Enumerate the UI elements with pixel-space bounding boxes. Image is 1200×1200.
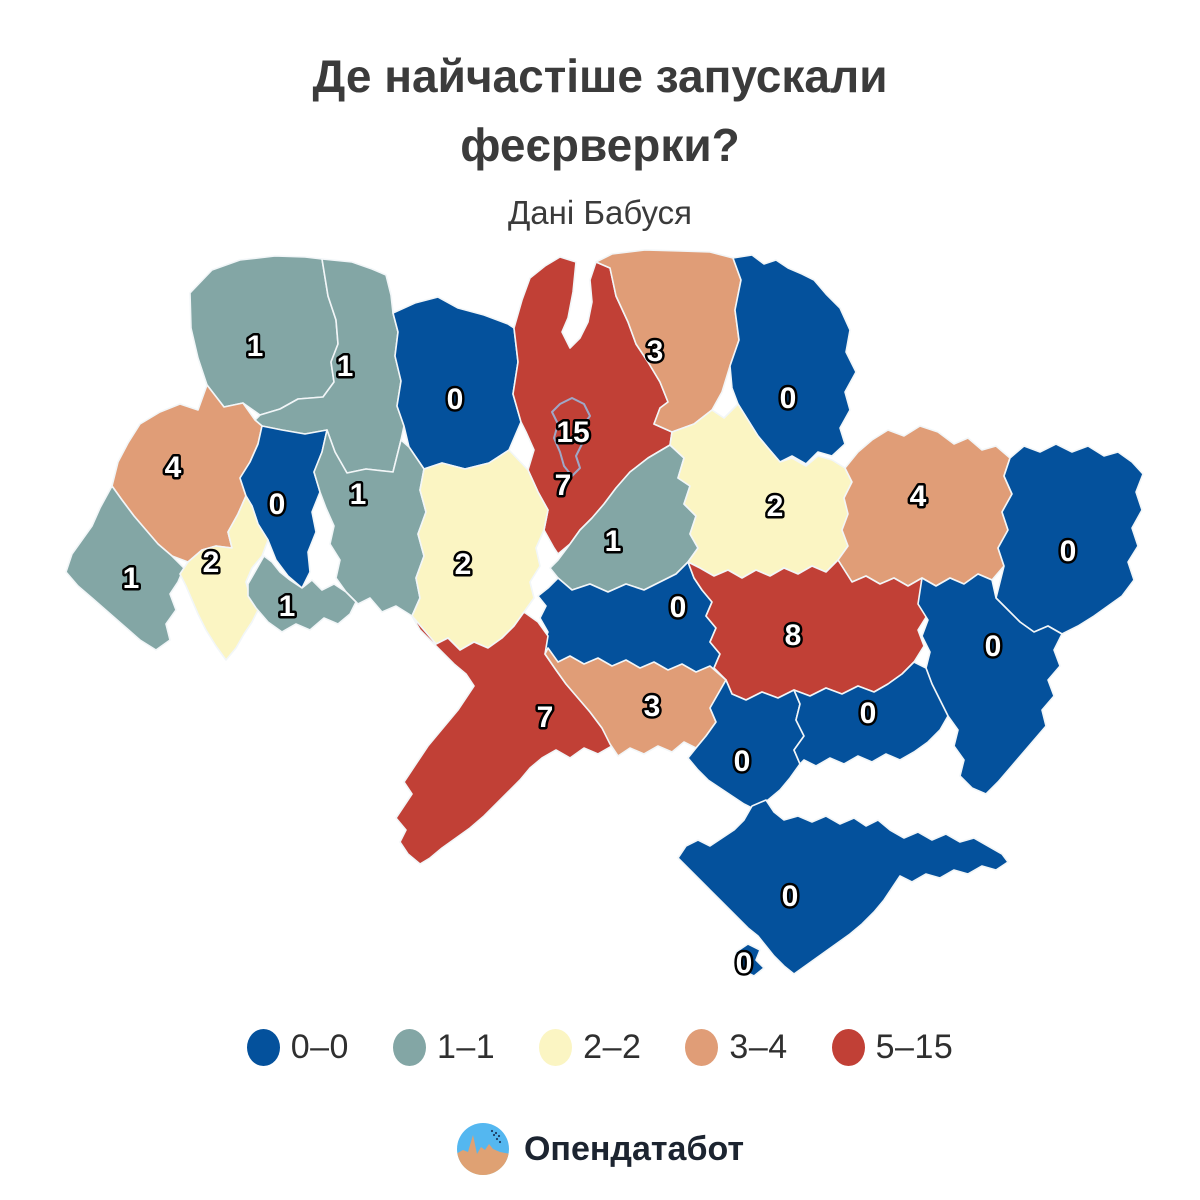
- region-value-label-kyiv-oblast: 7: [555, 469, 572, 502]
- region-value-label-chernivtsi: 1: [279, 590, 296, 623]
- region-crimea: [677, 799, 1009, 975]
- region-value-label-luhansk: 0: [1060, 535, 1077, 568]
- region-value-label-lviv: 4: [165, 451, 182, 484]
- region-kharkiv: [837, 425, 1013, 587]
- legend-swatch-1-1: [392, 1029, 426, 1066]
- region-value-label-donetsk: 0: [985, 630, 1002, 663]
- region-value-label-kharkiv: 4: [910, 480, 927, 513]
- legend-label-1-1: 1–1: [436, 1028, 496, 1066]
- legend-swatch-3-4: [685, 1029, 719, 1066]
- region-kherson: [687, 679, 805, 811]
- region-zaporizhzhia: [793, 661, 949, 767]
- region-value-label-dnipropetrovsk: 8: [785, 619, 802, 652]
- region-value-label-crimea: 0: [782, 880, 799, 913]
- opendatabot-logo-icon: [456, 1123, 509, 1175]
- region-value-label-rivne: 1: [337, 350, 354, 383]
- region-zakarpattia: [65, 485, 185, 651]
- opendatabot-logo-text: Опендатабот: [523, 1129, 745, 1168]
- region-value-label-poltava: 2: [767, 490, 784, 523]
- region-value-label-zhytomyr: 0: [447, 383, 464, 416]
- region-value-label-chernihiv: 3: [647, 335, 664, 368]
- page-title-line1: Де найчастіше запускали: [312, 50, 888, 102]
- region-value-label-ivano-frankivsk: 2: [203, 546, 220, 579]
- legend-item-0-0: 0–0: [246, 1028, 349, 1067]
- legend: 0–0 1–1 2–2 3–4 5–15: [0, 1028, 1200, 1067]
- title-block: Де найчастіше запускали феєрверки? Дані …: [0, 42, 1200, 232]
- page-subtitle: Дані Бабуся: [507, 194, 693, 231]
- legend-item-2-2: 2–2: [539, 1028, 641, 1067]
- region-value-label-mykolaiv: 3: [644, 690, 661, 723]
- region-value-label-ternopil: 0: [269, 488, 286, 521]
- region-value-label-vinnytsia: 2: [455, 548, 472, 581]
- region-odesa: [395, 611, 613, 865]
- legend-label-5-15: 5–15: [875, 1028, 954, 1066]
- page-title-line2: феєрверки?: [460, 119, 740, 171]
- region-value-label-kyiv-city: 15: [556, 416, 589, 449]
- legend-item-5-15: 5–15: [831, 1028, 954, 1067]
- region-value-label-zakarpattia: 1: [123, 562, 140, 595]
- region-value-label-volyn: 1: [247, 330, 264, 363]
- legend-item-3-4: 3–4: [685, 1028, 787, 1067]
- legend-swatch-5-15: [831, 1029, 865, 1066]
- region-value-label-kirovohrad: 0: [670, 591, 687, 624]
- region-value-label-sevastopol: 0: [736, 947, 753, 980]
- region-value-label-kherson: 0: [734, 745, 751, 778]
- legend-label-2-2: 2–2: [583, 1028, 642, 1066]
- legend-label-3-4: 3–4: [729, 1028, 788, 1066]
- legend-swatch-2-2: [539, 1029, 573, 1066]
- region-value-label-sumy: 0: [780, 382, 797, 415]
- region-kyiv-city: [551, 397, 591, 477]
- map-labels-layer: 1 1 0 7 3 0 4 0 1 1 2 1 2 1 2 4 0 0 8 0 7 3 0 0 0 0 15: [120, 327, 1079, 982]
- legend-item-1-1: 1–1: [392, 1028, 496, 1067]
- region-value-label-cherkasy: 1: [605, 525, 622, 558]
- legend-label-0-0: 0–0: [290, 1028, 349, 1066]
- map-regions-layer: [65, 249, 1144, 977]
- region-sevastopol: [733, 943, 765, 977]
- region-value-label-khmelnytskyi: 1: [350, 478, 367, 511]
- region-value-label-odesa: 7: [537, 701, 554, 734]
- region-value-label-zaporizhzhia: 0: [860, 697, 877, 730]
- region-chernivtsi: [247, 555, 357, 633]
- opendatabot-logo: Опендатабот: [0, 1122, 1200, 1176]
- legend-swatch-0-0: [246, 1029, 280, 1066]
- region-luhansk: [995, 443, 1144, 635]
- region-sumy: [729, 254, 857, 465]
